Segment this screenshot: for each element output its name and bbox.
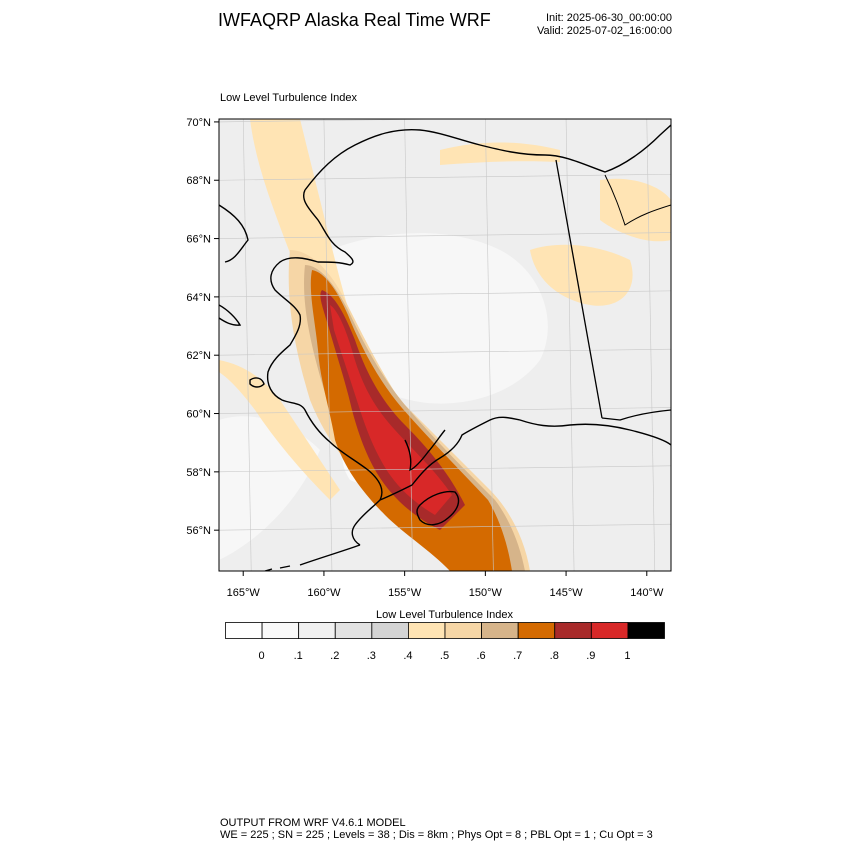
colorbar-swatch [225,622,263,639]
lat-tick-label: 66°N [186,234,211,246]
lat-tick-label: 58°N [186,467,211,479]
st-lawrence-island [219,304,242,326]
parallel-line [219,232,671,239]
lon-tick-label: 165°W [227,587,261,599]
meridian-line [485,119,494,571]
colorbar-label: 1 [624,650,631,662]
parallel-line [219,119,462,123]
nunivak-island [249,377,265,388]
colorbar-label: .7 [513,650,523,662]
longitude-axis: 165°W 160°W 155°W 150°W 145°W 140°W [227,571,664,599]
lat-tick-label: 64°N [186,292,211,304]
coastline-inlet [404,429,446,472]
lat-tick-label: 68°N [186,175,211,187]
colorbar-swatch [408,622,446,639]
meridian-line [323,119,333,571]
valid-time: Valid: 2025-07-02_16:00:00 [537,25,672,37]
colorbar-label: .4 [403,650,413,662]
lon-tick-label: 140°W [630,587,664,599]
kodiak-island [416,490,460,526]
graticule [219,119,671,571]
tan-band-south [219,360,340,500]
low-index-area-interior [320,233,548,404]
colorbar-label: .8 [549,650,559,662]
coastline-west-north [219,189,383,546]
parallel-line [219,465,671,473]
colorbar-label: .6 [476,650,486,662]
colorbar-swatch [261,622,300,639]
colorbar-swatch [590,622,629,639]
colorbar-swatch [334,622,373,639]
tan-band-north-slope [440,142,560,165]
meridian-line [404,119,413,571]
coastline-southcentral [379,416,671,501]
model-config: WE = 225 ; SN = 225 ; Levels = 38 ; Dis … [220,829,653,841]
colorbar-swatch [517,622,556,639]
lat-tick-label: 56°N [186,525,211,537]
parallel-line [219,407,671,414]
lon-tick-label: 160°W [307,587,341,599]
time-info: Init: 2025-06-30_00:00:00 Valid: 2025-07… [537,12,672,38]
lat-tick-label: 62°N [186,350,211,362]
parallel-line [219,523,671,531]
highest-turbulence-core [330,305,452,515]
model-version: OUTPUT FROM WRF V4.6.1 MODEL [220,817,406,829]
map-frame [218,118,672,572]
colorbar-swatch [554,622,592,639]
model-info: OUTPUT FROM WRF V4.6.1 MODEL WE = 225 ; … [220,817,653,841]
lon-tick-label: 150°W [469,587,503,599]
init-time: Init: 2025-06-30_00:00:00 [546,12,672,24]
colorbar-swatch [481,622,519,639]
lat-tick-label: 70°N [186,117,211,129]
colorbar-swatch [298,622,336,639]
tan-patch-northeast [530,244,633,306]
lat-tick-label: 60°N [186,409,211,421]
colorbar-swatch [627,622,665,639]
colorbar-label: .5 [439,650,450,662]
colorbar [225,622,665,639]
latitude-axis: 70°N 68°N 66°N 64°N 62°N 60°N 58°N 56°N [186,117,219,537]
colorbar-label: .3 [366,650,376,662]
tan-patch-east [600,178,671,242]
meridian-line [646,119,656,571]
parallel-line [219,348,671,356]
lon-tick-label: 145°W [550,587,584,599]
meridian-line [565,119,575,571]
colorbar-label: 0 [258,650,265,662]
canada-border [555,159,671,421]
figure-title: IWFAQRP Alaska Real Time WRF [218,10,491,30]
coastline-north-slope [304,124,671,191]
coastlines [219,124,671,571]
plot-title: Low Level Turbulence Index [220,92,357,104]
colorbar-label: .9 [586,650,596,662]
yukon-nwt-border [604,174,671,226]
orange-turbulence-zone [310,270,512,571]
parallel-line [219,173,671,181]
colorbar-label: .2 [330,650,340,662]
colorbar-label: .1 [293,650,303,662]
parallel-line [219,290,671,298]
lon-tick-label: 155°W [388,587,422,599]
colorbar-swatch [444,622,482,639]
meridian-line [242,119,252,571]
colorbar-swatch [371,622,409,639]
colorbar-title: Low Level Turbulence Index [376,609,513,621]
